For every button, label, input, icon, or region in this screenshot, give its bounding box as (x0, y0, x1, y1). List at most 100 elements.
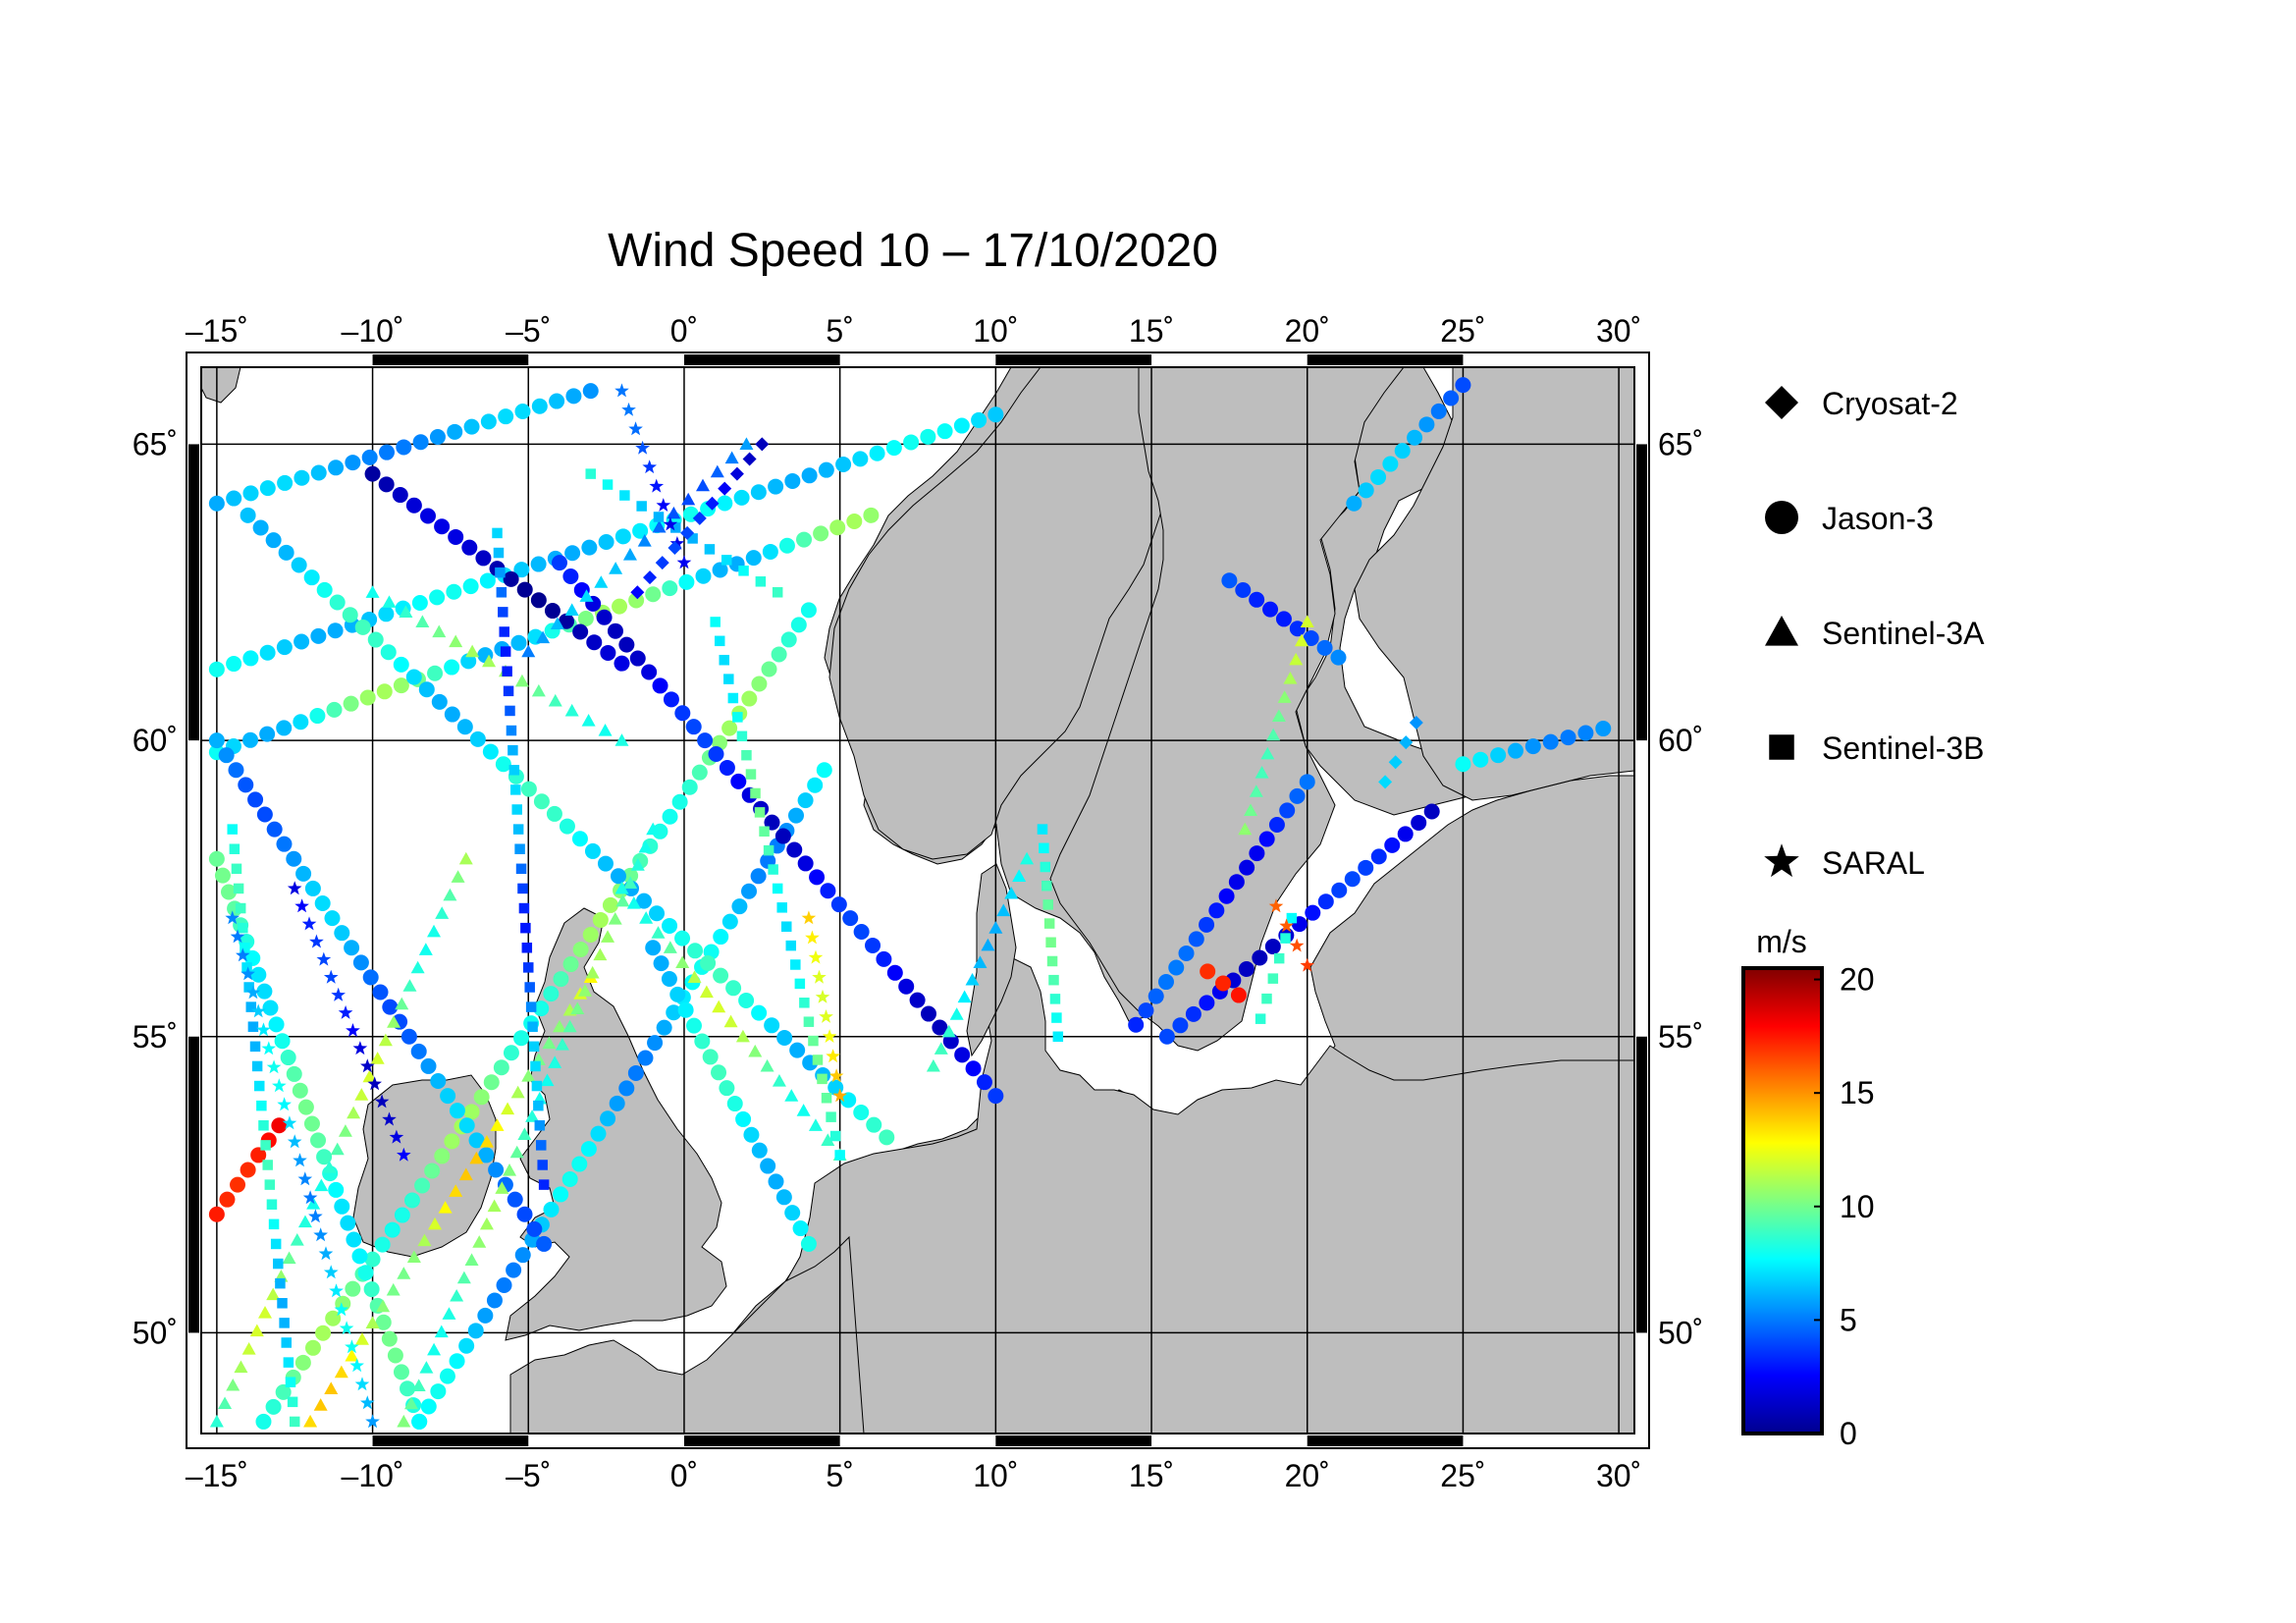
track-point-jason-3 (325, 1310, 342, 1326)
track-point-sentinel-3a (608, 912, 622, 925)
track-point-saral (397, 1147, 411, 1162)
track-point-jason-3 (506, 1262, 522, 1278)
track-point-jason-3 (1235, 582, 1252, 599)
lon-tick-label-bottom: 5˚ (826, 1458, 853, 1493)
lat-tick-label-right: 55˚ (1658, 1019, 1703, 1055)
track-point-jason-3 (460, 653, 477, 670)
lat-tick-label-right: 50˚ (1658, 1315, 1703, 1350)
track-point-jason-3 (965, 1060, 982, 1077)
track-point-jason-3 (936, 423, 953, 440)
track-point-jason-3 (738, 992, 755, 1008)
track-point-jason-3 (1238, 960, 1255, 977)
track-point-sentinel-3a (451, 870, 465, 883)
track-point-sentinel-3a (517, 1127, 532, 1141)
track-point-sentinel-3b (780, 921, 792, 932)
track-point-sentinel-3a (949, 1007, 964, 1020)
track-point-jason-3 (405, 669, 422, 685)
track-point-jason-3 (697, 732, 714, 749)
track-point-saral (354, 1377, 370, 1391)
track-point-jason-3 (430, 1073, 447, 1090)
track-point-sentinel-3a (365, 1316, 380, 1328)
track-point-sentinel-3b (619, 490, 630, 501)
track-point-jason-3 (1394, 443, 1411, 460)
track-point-sentinel-3a (1289, 652, 1304, 666)
track-point-jason-3 (1289, 621, 1306, 637)
track-point-jason-3 (735, 1110, 752, 1127)
track-point-jason-3 (1228, 874, 1245, 891)
frame-bar-bottom (1307, 1435, 1464, 1446)
track-point-jason-3 (286, 1065, 302, 1082)
track-point-jason-3 (1331, 882, 1348, 898)
track-point-sentinel-3a (334, 1365, 348, 1379)
track-point-sentinel-3b (518, 902, 530, 914)
track-point-jason-3 (238, 777, 254, 793)
track-point-jason-3 (514, 1247, 531, 1264)
track-point-sentinel-3a (710, 464, 724, 478)
track-point-sentinel-3a (550, 617, 564, 630)
track-point-jason-3 (1199, 916, 1215, 933)
track-point-sentinel-3a (442, 1307, 456, 1320)
track-point-jason-3 (461, 539, 478, 556)
track-point-jason-3 (276, 720, 293, 736)
track-point-jason-3 (691, 764, 708, 781)
track-point-jason-3 (549, 393, 565, 409)
track-point-jason-3 (1199, 995, 1215, 1011)
track-point-jason-3 (252, 519, 269, 536)
track-point-jason-3 (762, 543, 778, 560)
track-point-saral (272, 1078, 287, 1093)
track-point-sentinel-3a (525, 1109, 540, 1122)
track-point-sentinel-3b (1037, 824, 1048, 835)
track-point-saral (297, 1171, 313, 1186)
track-point-sentinel-3a (469, 1151, 484, 1164)
map-border (200, 366, 1635, 1434)
track-point-jason-3 (410, 1043, 427, 1059)
track-point-jason-3 (1418, 416, 1435, 433)
track-point-sentinel-3a (760, 1058, 774, 1072)
track-point-jason-3 (439, 1368, 455, 1384)
lon-tick-label-bottom: 0˚ (670, 1458, 698, 1493)
track-point-jason-3 (553, 1186, 569, 1203)
track-point-sentinel-3b (1273, 952, 1285, 964)
track-point-sentinel-3b (268, 1218, 280, 1230)
satellite-legend: Cryosat-2 Jason-3 Sentinel-3A Sentinel-3B SA… (1764, 386, 1985, 881)
track-point-sentinel-3a (402, 979, 417, 992)
track-point-sentinel-3b (534, 1120, 546, 1131)
track-point-jason-3 (380, 644, 397, 661)
lon-tick-label-top: 15˚ (1129, 313, 1174, 349)
track-point-sentinel-3a (1255, 766, 1269, 779)
track-point-sentinel-3a (1260, 746, 1275, 760)
track-point-sentinel-3a (443, 888, 457, 901)
track-point-jason-3 (256, 806, 273, 823)
track-point-jason-3 (381, 1330, 398, 1347)
track-point-jason-3 (513, 562, 530, 578)
track-point-sentinel-3b (264, 1179, 276, 1190)
track-point-jason-3 (396, 439, 412, 456)
track-point-sentinel-3b (817, 1073, 828, 1085)
track-point-jason-3 (565, 388, 582, 405)
track-point-jason-3 (228, 762, 244, 779)
track-point-sentinel-3b (745, 769, 757, 780)
track-point-jason-3 (516, 581, 533, 598)
track-point-jason-3 (304, 880, 321, 896)
track-point-sentinel-3a (988, 921, 1003, 934)
track-point-jason-3 (553, 971, 569, 988)
track-point-jason-3 (711, 1064, 727, 1081)
track-point-saral (352, 1041, 368, 1055)
track-point-sentinel-3a (1271, 709, 1286, 723)
track-point-jason-3 (674, 705, 691, 722)
track-point-jason-3 (1275, 611, 1292, 627)
track-point-jason-3 (971, 411, 988, 428)
track-point-sentinel-3b (772, 883, 783, 894)
track-point-saral (349, 1358, 364, 1373)
track-point-sentinel-3b (503, 685, 514, 697)
legend-marker-saral (1764, 843, 1799, 878)
track-point-jason-3 (629, 650, 646, 667)
track-point-sentinel-3a (784, 1089, 799, 1102)
track-point-jason-3 (1423, 803, 1440, 820)
track-point-jason-3 (420, 1398, 437, 1415)
chart-title: Wind Speed 10 – 17/10/2020 (608, 225, 1218, 277)
map-frame (186, 352, 1650, 1449)
track-point-saral (261, 1041, 277, 1055)
track-point-sentinel-3b (229, 843, 240, 854)
track-point-sentinel-3b (233, 883, 244, 894)
